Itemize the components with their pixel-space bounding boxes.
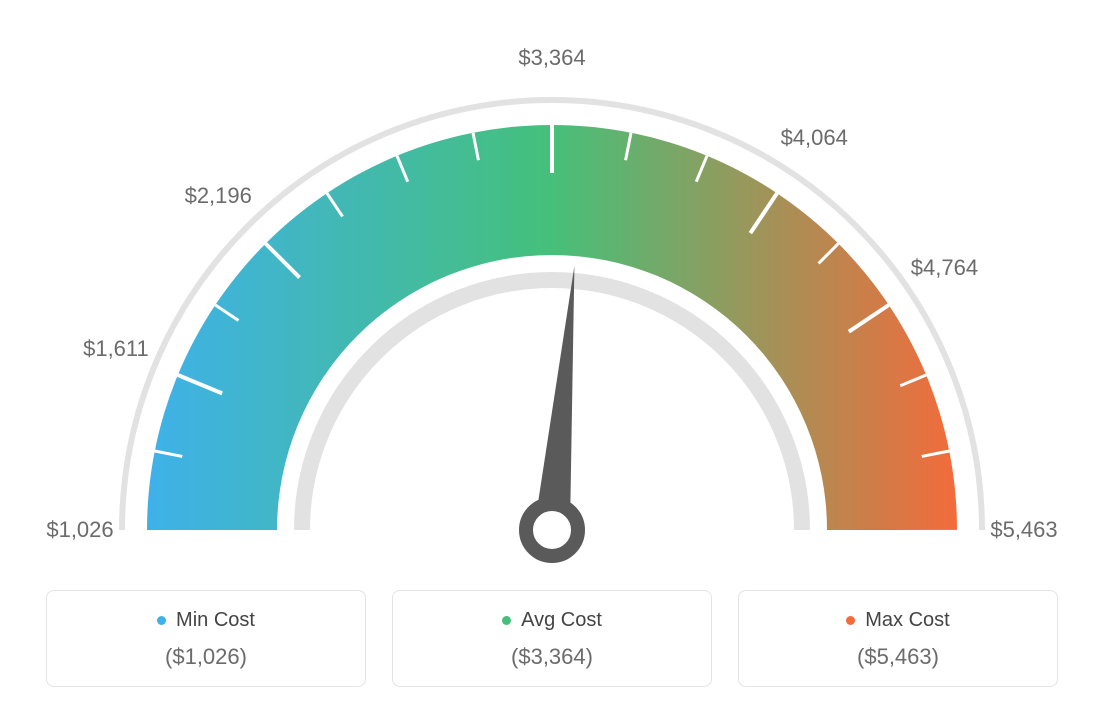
- dot-icon: [846, 616, 855, 625]
- gauge-tick-label: $1,026: [46, 517, 113, 543]
- gauge-tick-label: $4,764: [911, 255, 978, 281]
- gauge-chart: [20, 20, 1084, 580]
- legend-value-min: ($1,026): [57, 644, 355, 670]
- legend-value-avg: ($3,364): [403, 644, 701, 670]
- legend-title-text: Max Cost: [865, 609, 949, 632]
- legend-title-avg: Avg Cost: [502, 609, 602, 632]
- legend-card-min: Min Cost ($1,026): [46, 590, 366, 687]
- legend-card-avg: Avg Cost ($3,364): [392, 590, 712, 687]
- legend-row: Min Cost ($1,026) Avg Cost ($3,364) Max …: [20, 590, 1084, 687]
- cost-gauge-widget: $1,026 $1,611 $2,196 $3,364 $4,064 $4,764 $5,4…: [20, 20, 1084, 687]
- legend-title-max: Max Cost: [846, 609, 949, 632]
- legend-card-max: Max Cost ($5,463): [738, 590, 1058, 687]
- legend-title-min: Min Cost: [157, 609, 255, 632]
- legend-title-text: Avg Cost: [521, 609, 602, 632]
- gauge-tick-label: $4,064: [781, 125, 848, 151]
- gauge-tick-label: $5,463: [990, 517, 1057, 543]
- gauge-area: $1,026 $1,611 $2,196 $3,364 $4,064 $4,764 $5,4…: [20, 20, 1084, 580]
- legend-value-max: ($5,463): [749, 644, 1047, 670]
- gauge-tick-label: $3,364: [518, 45, 585, 71]
- dot-icon: [502, 616, 511, 625]
- gauge-tick-label: $2,196: [185, 183, 252, 209]
- legend-title-text: Min Cost: [176, 609, 255, 632]
- dot-icon: [157, 616, 166, 625]
- gauge-tick-label: $1,611: [83, 336, 149, 362]
